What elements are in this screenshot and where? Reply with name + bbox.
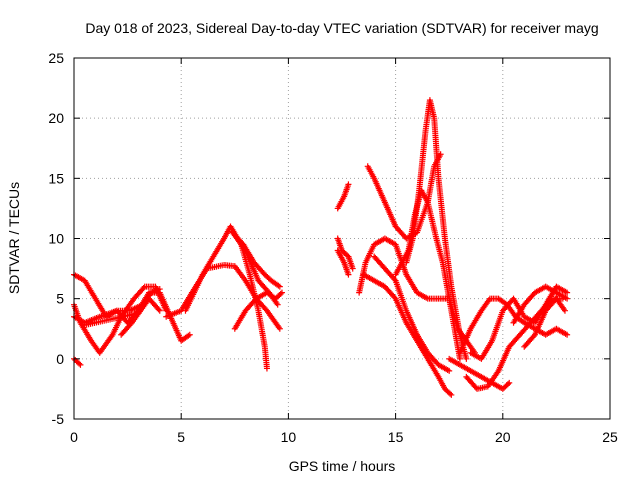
data-series bbox=[356, 235, 478, 356]
data-series bbox=[334, 181, 352, 212]
data-series bbox=[360, 271, 455, 398]
data-point bbox=[446, 367, 453, 374]
data-point bbox=[140, 284, 147, 291]
chart-title: Day 018 of 2023, Sidereal Day-to-day VTE… bbox=[85, 20, 598, 36]
x-tick-label: 0 bbox=[70, 429, 78, 445]
data-point bbox=[163, 307, 170, 314]
y-tick-label: 20 bbox=[48, 110, 64, 126]
data-point bbox=[277, 290, 284, 297]
data-point bbox=[456, 355, 463, 362]
y-tick-label: 25 bbox=[48, 50, 64, 66]
data-point bbox=[76, 360, 83, 367]
data-point bbox=[77, 361, 84, 368]
grid bbox=[74, 58, 610, 419]
data-series bbox=[467, 283, 571, 362]
data-point bbox=[463, 355, 470, 362]
data-point bbox=[564, 331, 571, 338]
x-tick-label: 5 bbox=[177, 429, 185, 445]
data-point bbox=[391, 276, 398, 283]
data-point bbox=[349, 265, 356, 272]
data-point bbox=[345, 181, 352, 188]
data-point bbox=[276, 325, 283, 332]
data-series bbox=[229, 229, 281, 308]
data-series bbox=[334, 247, 352, 278]
data-point bbox=[135, 310, 142, 317]
y-tick-label: 0 bbox=[56, 351, 64, 367]
data-point bbox=[186, 331, 193, 338]
x-tick-label: 25 bbox=[602, 429, 618, 445]
data-point bbox=[564, 295, 571, 302]
data-point bbox=[561, 307, 568, 314]
data-series bbox=[371, 253, 453, 374]
data-point bbox=[345, 271, 352, 278]
data-point bbox=[437, 151, 444, 158]
data-point bbox=[504, 381, 511, 388]
data-point bbox=[263, 365, 270, 372]
data-point bbox=[155, 306, 162, 313]
y-tick-label: 10 bbox=[48, 231, 64, 247]
data-marks bbox=[71, 97, 571, 398]
data-point bbox=[156, 307, 163, 314]
x-axis-label: GPS time / hours bbox=[289, 458, 396, 474]
data-point bbox=[276, 283, 283, 290]
data-point bbox=[156, 286, 163, 293]
data-point bbox=[530, 333, 537, 340]
axis-ticks: 0 5 10 15 20 25 -5 0 5 10 15 20 25 bbox=[48, 50, 618, 445]
y-axis-label: SDTVAR / TECUs bbox=[6, 182, 22, 294]
x-tick-label: 20 bbox=[495, 429, 511, 445]
y-tick-label: -5 bbox=[52, 411, 65, 427]
data-series bbox=[510, 283, 571, 326]
data-series bbox=[334, 235, 356, 272]
data-point bbox=[278, 289, 285, 296]
y-tick-label: 15 bbox=[48, 170, 64, 186]
x-tick-label: 15 bbox=[388, 429, 404, 445]
data-point bbox=[447, 390, 454, 397]
data-point bbox=[506, 379, 513, 386]
data-point bbox=[391, 294, 398, 301]
data-series bbox=[364, 151, 444, 242]
data-point bbox=[448, 391, 455, 398]
data-series bbox=[71, 355, 84, 368]
data-point bbox=[274, 301, 281, 308]
y-tick-label: 5 bbox=[56, 291, 64, 307]
data-series bbox=[71, 283, 170, 356]
data-series bbox=[521, 295, 568, 350]
data-point bbox=[564, 289, 571, 296]
x-tick-label: 10 bbox=[281, 429, 297, 445]
data-series bbox=[81, 310, 142, 329]
data-series bbox=[118, 295, 163, 338]
